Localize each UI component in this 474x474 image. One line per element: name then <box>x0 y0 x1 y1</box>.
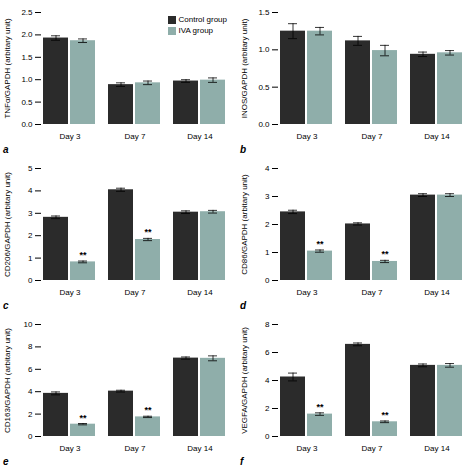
svg-text:1: 1 <box>28 254 33 263</box>
html-text:IVA group: IVA group <box>178 26 214 35</box>
html-text:Control group: Control group <box>178 15 227 24</box>
svg-text:8: 8 <box>28 342 33 351</box>
svg-text:0: 0 <box>265 276 270 285</box>
svg-text:0: 0 <box>265 432 270 441</box>
svg-text:Day 14: Day 14 <box>424 132 450 141</box>
svg-text:Day 3: Day 3 <box>60 132 81 141</box>
svg-text:Day 7: Day 7 <box>125 132 146 141</box>
svg-text:1.5: 1.5 <box>21 53 33 62</box>
svg-text:1.5: 1.5 <box>258 8 270 17</box>
svg-text:0: 0 <box>28 276 33 285</box>
html-text:b: b <box>240 144 247 155</box>
svg-text:4: 4 <box>265 376 270 385</box>
svg-text:4: 4 <box>28 387 33 396</box>
svg-text:Day 3: Day 3 <box>60 288 81 297</box>
svg-text:5: 5 <box>28 164 33 173</box>
svg-text:2.5: 2.5 <box>21 8 33 17</box>
svg-text:Day 3: Day 3 <box>60 444 81 453</box>
svg-text:Day 14: Day 14 <box>424 444 450 453</box>
svg-text:**: ** <box>316 239 324 249</box>
svg-text:CD163/GAPDH (arbitary unit): CD163/GAPDH (arbitary unit) <box>3 328 12 433</box>
svg-text:1: 1 <box>265 248 270 257</box>
svg-text:**: ** <box>144 405 152 415</box>
html-text:e: e <box>3 456 9 467</box>
svg-text:4: 4 <box>265 164 270 173</box>
svg-text:Day 14: Day 14 <box>424 288 450 297</box>
svg-text:Day 14: Day 14 <box>187 444 213 453</box>
svg-text:Day 3: Day 3 <box>297 132 318 141</box>
svg-text:**: ** <box>381 410 389 420</box>
svg-text:2: 2 <box>265 220 270 229</box>
svg-text:Day 7: Day 7 <box>125 288 146 297</box>
svg-text:2: 2 <box>265 404 270 413</box>
svg-text:1.0: 1.0 <box>258 45 270 54</box>
svg-text:3: 3 <box>265 192 270 201</box>
svg-text:**: ** <box>144 227 152 237</box>
svg-text:Day 14: Day 14 <box>187 288 213 297</box>
html-text:f: f <box>240 456 244 467</box>
svg-text:VEGFA/GAPDH (arbitary unit): VEGFA/GAPDH (arbitary unit) <box>240 327 249 434</box>
svg-text:2.0: 2.0 <box>21 30 33 39</box>
svg-text:**: ** <box>381 249 389 259</box>
svg-text:**: ** <box>316 402 324 412</box>
svg-text:0.0: 0.0 <box>258 120 270 129</box>
svg-text:Day 7: Day 7 <box>125 444 146 453</box>
svg-text:Day 7: Day 7 <box>362 444 383 453</box>
svg-text:1.0: 1.0 <box>21 75 33 84</box>
svg-text:6: 6 <box>265 348 270 357</box>
svg-text:0.0: 0.0 <box>21 120 33 129</box>
svg-text:INOS/GAPDH (arbitary unit): INOS/GAPDH (arbitary unit) <box>240 18 249 118</box>
svg-text:0: 0 <box>28 432 33 441</box>
svg-text:Day 3: Day 3 <box>297 288 318 297</box>
svg-text:0.5: 0.5 <box>258 83 270 92</box>
svg-text:0.5: 0.5 <box>21 98 33 107</box>
svg-text:**: ** <box>79 413 87 423</box>
svg-text:TNFα/GAPDH (arbitary unit): TNFα/GAPDH (arbitary unit) <box>3 18 12 119</box>
svg-text:10: 10 <box>24 320 33 329</box>
svg-text:4: 4 <box>28 186 33 195</box>
svg-text:Day 3: Day 3 <box>297 444 318 453</box>
svg-text:Day 7: Day 7 <box>362 132 383 141</box>
svg-text:2: 2 <box>28 410 33 419</box>
svg-text:6: 6 <box>28 365 33 374</box>
svg-text:2: 2 <box>28 231 33 240</box>
svg-text:**: ** <box>79 250 87 260</box>
html-text:d: d <box>240 300 247 311</box>
svg-text:CD206/GAPDH (arbitary unit): CD206/GAPDH (arbitary unit) <box>3 172 12 277</box>
svg-text:8: 8 <box>265 320 270 329</box>
svg-text:CD86/GAPDH (arbitary unit): CD86/GAPDH (arbitary unit) <box>240 174 249 275</box>
svg-text:Day 7: Day 7 <box>362 288 383 297</box>
html-text:c: c <box>3 300 9 311</box>
html-text:a: a <box>3 144 9 155</box>
svg-text:Day 14: Day 14 <box>187 132 213 141</box>
svg-text:3: 3 <box>28 209 33 218</box>
